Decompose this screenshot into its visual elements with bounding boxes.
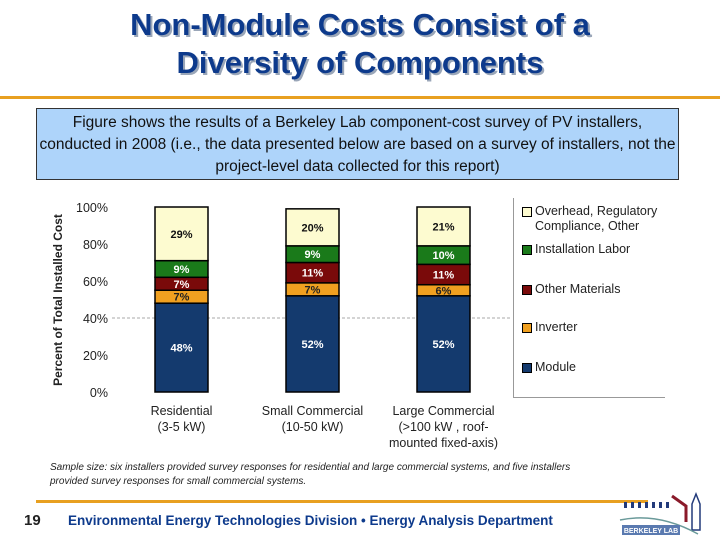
data-label: 9% [305, 249, 321, 261]
x-tick-label: (>100 kW , roof- [399, 420, 489, 434]
bar-segment-module [416, 295, 471, 393]
legend-item: Inverter [522, 320, 663, 335]
berkeley-lab-logo: BERKELEY LAB [619, 492, 701, 535]
data-label: 52% [432, 339, 454, 351]
y-tick-label: 20% [83, 349, 108, 363]
y-tick-label: 0% [90, 386, 108, 400]
x-tick-label: (3-5 kW) [158, 420, 206, 434]
chart-legend: Overhead, Regulatory Compliance, Other In… [513, 198, 665, 398]
note-line-2: provided survey responses for small comm… [50, 476, 307, 487]
page-number: 19 [24, 512, 41, 529]
data-label: 9% [174, 264, 190, 276]
x-tick-label: Small Commercial [262, 404, 363, 418]
data-label: 20% [301, 222, 323, 234]
legend-swatch [522, 245, 532, 255]
data-label: 48% [170, 343, 192, 355]
y-tick-label: 100% [76, 201, 108, 215]
data-label: 11% [433, 270, 455, 282]
bar-segment-overhead-regulatory-compliance-other [416, 206, 471, 247]
footer-divider [36, 500, 648, 503]
legend-item: Other Materials [522, 282, 663, 297]
y-tick-label: 80% [83, 238, 108, 252]
x-tick-label: mounted fixed-axis) [389, 436, 498, 450]
sample-size-note: Sample size: six installers provided sur… [50, 461, 650, 489]
legend-label: Module [535, 360, 576, 374]
data-label: 7% [305, 284, 321, 296]
y-tick-label: 60% [83, 275, 108, 289]
data-label: 7% [174, 279, 190, 291]
bar-segment-module [285, 295, 340, 393]
legend-label: Inverter [535, 320, 578, 334]
svg-text:BERKELEY LAB: BERKELEY LAB [624, 528, 678, 535]
description-box: Figure shows the results of a Berkeley L… [36, 108, 679, 180]
legend-label: Installation Labor [535, 242, 631, 256]
data-label: 11% [302, 268, 324, 280]
data-label: 29% [170, 229, 192, 241]
stacked-bar-chart: Percent of Total Installed Cost 0% 20% 40% 6… [51, 201, 510, 450]
data-label: 7% [174, 292, 190, 304]
legend-swatch [522, 363, 532, 373]
legend-label: Other Materials [535, 282, 621, 296]
data-label: 52% [301, 339, 323, 351]
legend-label: Overhead, Regulatory Compliance, Other [535, 204, 658, 233]
slide-title: Non-Module Costs Consist of a Diversity … [0, 6, 720, 82]
bar-segment-overhead-regulatory-compliance-other [285, 208, 340, 247]
legend-swatch [522, 207, 532, 217]
y-axis-label: Percent of Total Installed Cost [51, 214, 65, 386]
title-line-1: Non-Module Costs Consist of a [130, 7, 590, 42]
data-label: 6% [436, 285, 452, 297]
x-tick-label: Residential [151, 404, 213, 418]
title-line-2: Diversity of Components [176, 45, 544, 80]
bar-segment-overhead-regulatory-compliance-other [154, 206, 209, 262]
x-tick-label: Large Commercial [392, 404, 494, 418]
y-tick-label: 40% [83, 312, 108, 326]
legend-swatch [522, 285, 532, 295]
footer-text: Environmental Energy Technologies Divisi… [68, 513, 553, 528]
title-divider [0, 96, 720, 99]
legend-item: Overhead, Regulatory Compliance, Other [522, 204, 663, 234]
legend-item: Module [522, 360, 663, 375]
x-tick-label: (10-50 kW) [282, 420, 344, 434]
data-label: 10% [432, 250, 454, 262]
data-label: 21% [432, 221, 454, 233]
legend-item: Installation Labor [522, 242, 663, 257]
note-line-1: Sample size: six installers provided sur… [50, 462, 571, 473]
legend-swatch [522, 323, 532, 333]
